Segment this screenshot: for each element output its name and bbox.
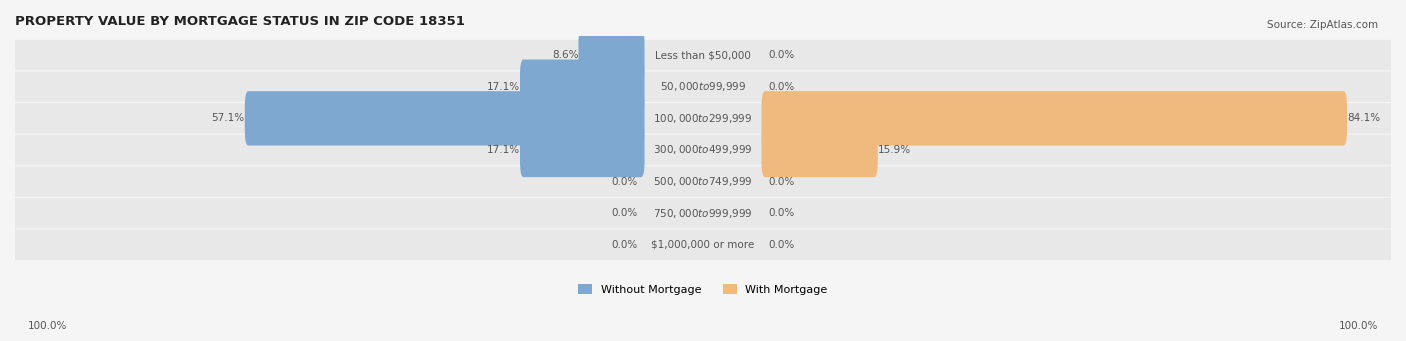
Text: 17.1%: 17.1% xyxy=(486,145,520,155)
Text: 15.9%: 15.9% xyxy=(877,145,911,155)
Text: 0.0%: 0.0% xyxy=(768,50,794,60)
Text: 0.0%: 0.0% xyxy=(768,240,794,250)
Text: $1,000,000 or more: $1,000,000 or more xyxy=(651,240,755,250)
Text: $500,000 to $749,999: $500,000 to $749,999 xyxy=(654,175,752,188)
Text: $100,000 to $299,999: $100,000 to $299,999 xyxy=(654,112,752,125)
FancyBboxPatch shape xyxy=(578,28,644,82)
FancyBboxPatch shape xyxy=(15,230,1391,260)
FancyBboxPatch shape xyxy=(15,72,1391,102)
FancyBboxPatch shape xyxy=(15,103,1391,134)
Text: 0.0%: 0.0% xyxy=(768,208,794,218)
Text: $50,000 to $99,999: $50,000 to $99,999 xyxy=(659,80,747,93)
Text: 8.6%: 8.6% xyxy=(553,50,578,60)
Text: $300,000 to $499,999: $300,000 to $499,999 xyxy=(654,144,752,157)
FancyBboxPatch shape xyxy=(520,123,644,177)
Text: 17.1%: 17.1% xyxy=(486,82,520,92)
Text: Less than $50,000: Less than $50,000 xyxy=(655,50,751,60)
Text: 84.1%: 84.1% xyxy=(1347,113,1381,123)
Text: 100.0%: 100.0% xyxy=(28,321,67,331)
Text: 0.0%: 0.0% xyxy=(612,240,638,250)
FancyBboxPatch shape xyxy=(762,91,1347,146)
Text: Source: ZipAtlas.com: Source: ZipAtlas.com xyxy=(1267,20,1378,30)
Text: 100.0%: 100.0% xyxy=(1339,321,1378,331)
FancyBboxPatch shape xyxy=(245,91,644,146)
Text: 0.0%: 0.0% xyxy=(768,177,794,187)
FancyBboxPatch shape xyxy=(15,40,1391,70)
Text: 57.1%: 57.1% xyxy=(212,113,245,123)
Text: PROPERTY VALUE BY MORTGAGE STATUS IN ZIP CODE 18351: PROPERTY VALUE BY MORTGAGE STATUS IN ZIP… xyxy=(15,15,465,28)
FancyBboxPatch shape xyxy=(762,123,877,177)
FancyBboxPatch shape xyxy=(15,198,1391,228)
FancyBboxPatch shape xyxy=(520,60,644,114)
Text: 0.0%: 0.0% xyxy=(768,82,794,92)
Text: 0.0%: 0.0% xyxy=(612,177,638,187)
FancyBboxPatch shape xyxy=(15,166,1391,197)
Text: 0.0%: 0.0% xyxy=(612,208,638,218)
FancyBboxPatch shape xyxy=(15,135,1391,165)
Text: $750,000 to $999,999: $750,000 to $999,999 xyxy=(654,207,752,220)
Legend: Without Mortgage, With Mortgage: Without Mortgage, With Mortgage xyxy=(574,280,832,299)
